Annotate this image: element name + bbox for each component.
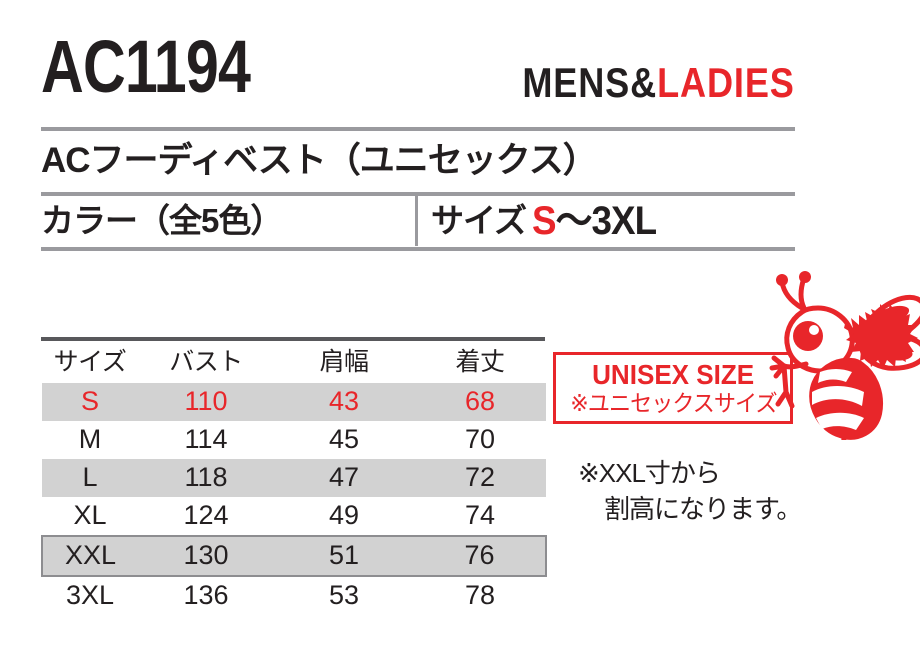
column-header-shoulder: 肩幅 [319, 348, 369, 376]
size-cell: サイズ S〜3XL [431, 196, 667, 246]
price-note-line-2: 割高になります。 [604, 494, 802, 524]
cell-shoulder: 51 [274, 535, 414, 577]
cell-length: 76 [414, 535, 547, 577]
cell-size: L [42, 459, 138, 497]
cell-size: 3XL [65, 580, 115, 610]
cell-length: 74 [464, 500, 496, 530]
product-code: AC1194 [41, 25, 251, 108]
cell-length: 78 [464, 580, 496, 610]
header-code-row: AC1194 MENS&LADIES [41, 30, 795, 125]
size-range-value: S〜3XL [532, 199, 658, 243]
cell-bust: 118 [138, 459, 274, 497]
cell-length: 68 [414, 383, 546, 421]
cell-length: 70 [464, 424, 496, 454]
attributes-vertical-divider [415, 196, 418, 246]
unisex-badge-title-jp: ※ユニセックスサイズ [569, 390, 777, 416]
color-label: カラー（全5色） [41, 202, 283, 239]
cell-shoulder: 47 [274, 459, 414, 497]
cell-size: XXL [41, 535, 138, 577]
table-row: XXL 130 51 76 [41, 535, 547, 577]
size-label: サイズ [431, 202, 527, 239]
attributes-row: カラー（全5色） サイズ S〜3XL [41, 196, 795, 246]
gender-ladies-text: LADIES [657, 59, 795, 106]
cell-shoulder: 49 [328, 500, 360, 530]
size-table-top-rule [41, 337, 545, 341]
column-header-bust: バスト [169, 348, 243, 376]
column-header-size: サイズ [53, 348, 127, 376]
unisex-size-badge: UNISEX SIZE ※ユニセックスサイズ [553, 352, 793, 424]
gender-label: MENS&LADIES [523, 62, 795, 104]
price-note-line-1: ※XXL寸から [578, 458, 721, 488]
gender-ampersand: & [630, 59, 658, 106]
product-name: ACフーディベスト（ユニセックス） [41, 141, 598, 180]
cell-size: M [78, 424, 102, 454]
divider-rule-top [41, 127, 795, 131]
unisex-badge-title-en: UNISEX SIZE [591, 359, 755, 390]
cell-shoulder: 53 [328, 580, 360, 610]
cell-bust: 136 [183, 580, 229, 610]
divider-rule-middle [41, 192, 795, 196]
bee-mascot-icon [758, 268, 920, 461]
size-range-start: S [532, 199, 557, 243]
cell-shoulder: 43 [274, 383, 414, 421]
cell-size: S [42, 383, 138, 421]
price-note: ※XXL寸から 割高になります。 [578, 455, 838, 527]
cell-bust: 114 [184, 424, 228, 454]
table-row: L 118 47 72 [42, 459, 546, 497]
color-cell: カラー（全5色） [41, 196, 283, 246]
cell-bust: 110 [138, 383, 274, 421]
size-range-end: 〜3XL [555, 199, 658, 243]
table-row: S 110 43 68 [42, 383, 546, 421]
product-name-row: ACフーディベスト（ユニセックス） [41, 133, 795, 189]
cell-size: XL [73, 500, 107, 530]
divider-rule-bottom [41, 247, 795, 251]
cell-bust: 124 [183, 500, 229, 530]
cell-shoulder: 45 [328, 424, 360, 454]
cell-length: 72 [414, 459, 546, 497]
table-row: XL 124 49 74 [42, 497, 546, 536]
size-table-header-row: サイズ バスト 肩幅 着丈 [42, 344, 546, 383]
column-header-length: 着丈 [455, 348, 505, 376]
table-row: 3XL 136 53 78 [42, 576, 546, 615]
size-table: サイズ バスト 肩幅 着丈 S 110 43 68 M 114 45 70 L … [41, 344, 547, 615]
table-row: M 114 45 70 [42, 421, 546, 459]
gender-mens-text: MENS [522, 59, 631, 106]
cell-bust: 130 [138, 535, 274, 577]
